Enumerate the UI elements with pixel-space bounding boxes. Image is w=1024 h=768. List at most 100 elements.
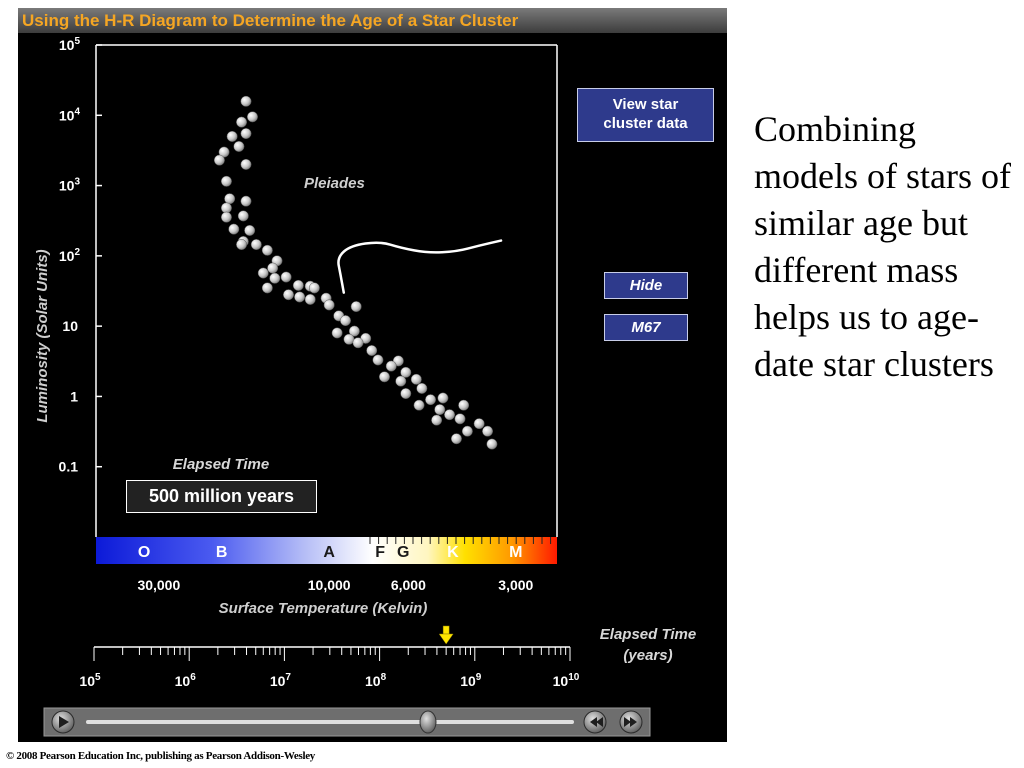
star-point (247, 111, 258, 123)
elapsed-time-caption: Elapsed Time (172, 456, 270, 473)
star-point (473, 418, 485, 430)
star-point (458, 399, 470, 411)
star-point (261, 244, 273, 256)
star-point (220, 202, 232, 214)
star-point (400, 366, 412, 378)
y-tick-label: 104 (59, 106, 81, 123)
x-tick-label: 6,000 (391, 577, 426, 593)
star-point (228, 223, 240, 235)
slider-thumb-icon[interactable] (419, 710, 437, 734)
x-tick-label: 3,000 (498, 577, 533, 593)
x-tick-label: 30,000 (137, 577, 180, 593)
star-point (323, 299, 335, 311)
spectral-class-label: M (509, 544, 522, 561)
star-point (434, 404, 446, 416)
star-point (395, 375, 407, 387)
star-point (240, 195, 252, 207)
star-point (331, 327, 343, 339)
star-point (413, 399, 425, 411)
timeline-tick-label: 107 (270, 672, 292, 689)
star-point (220, 211, 232, 223)
timeline-caption-line2: (years) (623, 647, 673, 664)
star-point (431, 414, 443, 426)
star-point (240, 128, 252, 139)
star-point (352, 337, 364, 349)
view-star-cluster-data-button[interactable]: View star cluster data (577, 88, 714, 142)
y-tick-label: 10 (62, 318, 78, 334)
m67-button[interactable]: M67 (604, 314, 688, 341)
fast-forward-icon[interactable] (619, 710, 643, 734)
series-label-pleiades: Pleiades (304, 175, 365, 192)
elapsed-time-timeline: 105 106 107 108 109 1010 (79, 646, 580, 689)
star-point (400, 388, 412, 399)
star-point (444, 409, 455, 421)
timeline-tick-label: 106 (175, 672, 197, 689)
rewind-icon[interactable] (583, 710, 607, 734)
star-point (236, 116, 247, 128)
star-point (236, 239, 247, 250)
spectral-class-label: G (397, 544, 409, 561)
spectral-class-label: K (447, 544, 459, 561)
playback-bar (43, 707, 651, 737)
star-point (267, 262, 279, 274)
star-point (372, 354, 384, 366)
spectral-class-label: F (375, 544, 385, 561)
star-point (261, 282, 273, 294)
star-point (482, 425, 493, 437)
plot-frame (95, 44, 558, 537)
timeline-tick-label: 108 (365, 672, 387, 689)
timeline-tick-label: 1010 (553, 672, 580, 689)
star-point (233, 141, 245, 152)
turnoff-isochrone-curve (337, 239, 503, 294)
x-axis-label: Surface Temperature (Kelvin) (219, 600, 428, 617)
panel-title: Using the H-R Diagram to Determine the A… (18, 8, 727, 33)
star-point (218, 146, 230, 158)
y-axis-label: Luminosity (Solar Units) (34, 249, 51, 422)
star-point (366, 345, 378, 356)
star-point (240, 95, 252, 107)
star-point (425, 394, 436, 406)
star-point (385, 360, 397, 372)
star-point (437, 392, 449, 404)
elapsed-time-value: 500 million years (126, 480, 317, 513)
spectral-class-label: A (323, 544, 335, 561)
star-point (292, 279, 304, 291)
star-point (294, 291, 306, 303)
star-point (340, 315, 351, 327)
spectral-class-label: O (138, 544, 150, 561)
spectral-class-label: B (216, 544, 228, 561)
star-point (283, 289, 294, 301)
hide-button[interactable]: Hide (604, 272, 688, 299)
star-point (416, 382, 428, 394)
star-point (220, 175, 232, 187)
timeline-caption: Elapsed Time (years) (578, 624, 718, 666)
star-point (461, 425, 473, 437)
star-point (450, 433, 462, 445)
star-point (486, 438, 498, 450)
timeline-tick-label: 109 (460, 672, 482, 689)
play-icon[interactable] (51, 710, 75, 734)
view-data-label-line2: cluster data (603, 115, 688, 132)
y-tick-label: 105 (59, 36, 81, 53)
star-point (257, 267, 269, 279)
y-tick-label: 103 (59, 177, 81, 194)
down-arrow-icon[interactable] (438, 625, 454, 645)
y-tick-label: 1 (70, 388, 78, 404)
star-point (280, 271, 292, 283)
star-point (308, 282, 320, 294)
star-point (250, 239, 262, 250)
side-caption-text: Combining models of stars of similar age… (754, 109, 1011, 384)
star-point (226, 130, 238, 142)
star-point (379, 371, 390, 383)
copyright-notice: © 2008 Pearson Education Inc, publishing… (6, 750, 316, 762)
y-tick-label: 102 (59, 247, 81, 264)
y-tick-label: 0.1 (59, 459, 79, 475)
x-tick-label: 10,000 (308, 577, 351, 593)
timeline-tick-label: 105 (79, 672, 101, 689)
star-point (304, 293, 316, 305)
star-point (244, 224, 256, 236)
cluster-stars (213, 95, 498, 450)
